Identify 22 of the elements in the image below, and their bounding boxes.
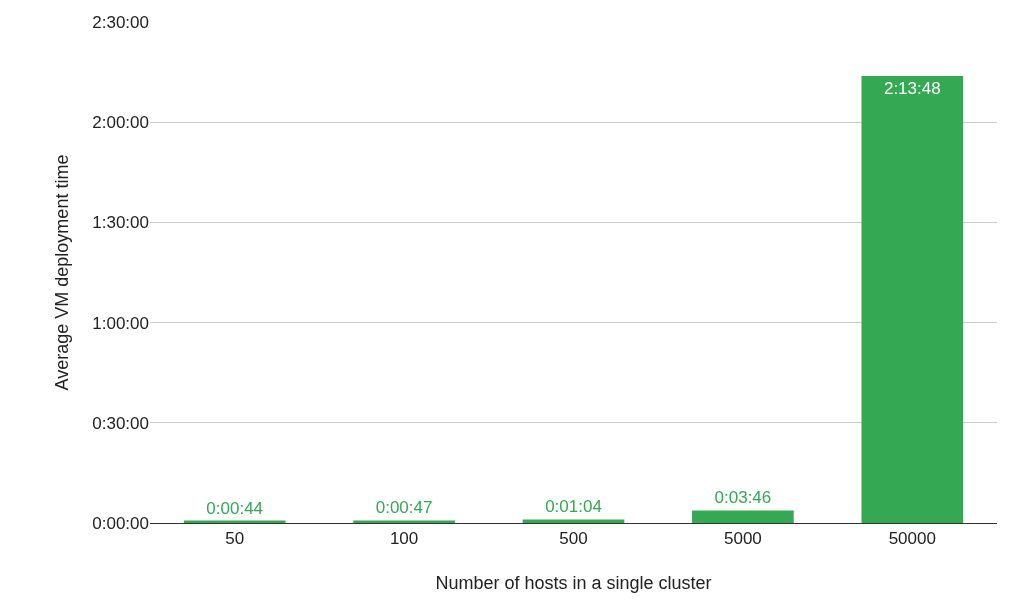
x-tick-label: 50	[225, 529, 245, 549]
bar	[353, 520, 455, 523]
data-label: 2:13:48	[883, 79, 941, 99]
data-label: 0:03:46	[714, 488, 772, 508]
x-tick-label: 500	[559, 529, 588, 549]
y-tick-label: 2:30:00	[92, 12, 149, 32]
x-tick-label: 50000	[888, 529, 936, 549]
y-tick-label: 1:00:00	[92, 313, 149, 333]
data-label: 0:00:44	[206, 498, 264, 518]
y-tick-label: 0:30:00	[92, 413, 149, 433]
bar	[692, 510, 794, 523]
y-tick-label: 0:00:00	[92, 513, 149, 533]
y-axis-title: Average VM deployment time	[52, 154, 73, 391]
x-tick-label: 100	[389, 529, 419, 549]
x-tick-label: 5000	[723, 529, 762, 549]
bar	[522, 519, 625, 523]
y-tick-label: 2:00:00	[92, 113, 149, 133]
data-label: 0:01:04	[545, 497, 602, 517]
x-axis-title: Number of hosts in a single cluster	[435, 572, 712, 593]
bar	[861, 76, 964, 523]
data-label: 0:00:47	[375, 498, 433, 518]
y-tick-label: 1:30:00	[92, 213, 149, 233]
